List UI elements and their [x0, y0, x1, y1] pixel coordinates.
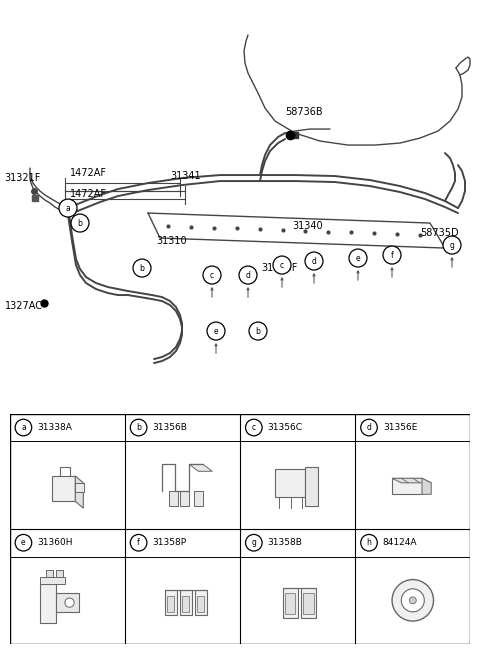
Polygon shape: [75, 476, 84, 508]
Bar: [165, 590, 177, 615]
Bar: [180, 590, 192, 615]
Text: f: f: [391, 251, 394, 259]
Text: 31338A: 31338A: [37, 423, 72, 432]
Text: f: f: [137, 538, 140, 547]
Text: e: e: [21, 538, 26, 547]
Text: b: b: [255, 327, 261, 335]
Bar: [303, 593, 314, 614]
Text: 31321F: 31321F: [5, 174, 41, 183]
Text: e: e: [356, 253, 360, 263]
Circle shape: [443, 236, 461, 254]
Text: 31310: 31310: [156, 236, 187, 246]
Text: 31341: 31341: [170, 172, 201, 181]
Text: 31358P: 31358P: [153, 538, 187, 547]
Bar: [47, 571, 53, 577]
Bar: [197, 596, 204, 612]
Circle shape: [273, 256, 291, 274]
Text: d: d: [246, 271, 251, 280]
Circle shape: [133, 259, 151, 277]
Circle shape: [131, 534, 147, 551]
Text: h: h: [367, 538, 372, 547]
Circle shape: [401, 589, 424, 612]
Text: e: e: [214, 327, 218, 335]
Text: g: g: [450, 240, 455, 250]
Text: 58736B: 58736B: [286, 107, 323, 117]
Circle shape: [361, 419, 377, 436]
Text: d: d: [367, 423, 372, 432]
Bar: [56, 593, 79, 612]
Text: 1472AF: 1472AF: [70, 168, 107, 178]
Text: 84124A: 84124A: [383, 538, 417, 547]
Text: b: b: [136, 423, 141, 432]
Text: 1472AF: 1472AF: [70, 189, 107, 198]
Text: 31358B: 31358B: [268, 538, 302, 547]
Circle shape: [131, 419, 147, 436]
Text: 31356C: 31356C: [268, 423, 303, 432]
Polygon shape: [392, 478, 431, 483]
Text: 31356E: 31356E: [383, 423, 417, 432]
Circle shape: [246, 419, 262, 436]
Circle shape: [246, 534, 262, 551]
Bar: [75, 483, 84, 492]
Bar: [283, 588, 298, 618]
Text: 1327AC: 1327AC: [5, 301, 43, 310]
Bar: [275, 469, 304, 496]
Circle shape: [361, 534, 377, 551]
Text: d: d: [312, 257, 316, 265]
Text: 31360H: 31360H: [37, 538, 73, 547]
Bar: [39, 584, 56, 624]
Text: c: c: [280, 261, 284, 270]
Circle shape: [15, 419, 32, 436]
Text: a: a: [66, 204, 71, 213]
Circle shape: [305, 252, 323, 270]
Text: 58735D: 58735D: [420, 229, 458, 238]
Bar: [194, 491, 203, 506]
Circle shape: [249, 322, 267, 340]
Bar: [304, 467, 318, 506]
Text: c: c: [210, 271, 214, 280]
Polygon shape: [189, 464, 212, 472]
Text: 31315F: 31315F: [262, 263, 298, 272]
Bar: [180, 491, 189, 506]
Text: c: c: [252, 423, 256, 432]
Bar: [195, 590, 206, 615]
Text: 31340: 31340: [293, 221, 324, 231]
Circle shape: [392, 580, 433, 621]
Text: g: g: [252, 538, 256, 547]
Bar: [52, 476, 75, 501]
Bar: [39, 577, 65, 584]
Bar: [56, 571, 62, 577]
Text: b: b: [140, 263, 144, 272]
Circle shape: [409, 597, 416, 604]
Polygon shape: [422, 478, 431, 495]
Circle shape: [383, 246, 401, 264]
Text: a: a: [21, 423, 26, 432]
Text: 31356B: 31356B: [153, 423, 187, 432]
Circle shape: [15, 534, 32, 551]
Circle shape: [71, 214, 89, 232]
Bar: [285, 593, 295, 614]
Circle shape: [65, 598, 74, 607]
Circle shape: [59, 199, 77, 217]
Bar: [168, 491, 178, 506]
Circle shape: [207, 322, 225, 340]
Circle shape: [239, 266, 257, 284]
Circle shape: [203, 266, 221, 284]
Bar: [168, 596, 174, 612]
Circle shape: [349, 249, 367, 267]
Text: b: b: [78, 219, 83, 227]
Bar: [301, 588, 316, 618]
Bar: [182, 596, 189, 612]
Bar: [392, 478, 422, 495]
